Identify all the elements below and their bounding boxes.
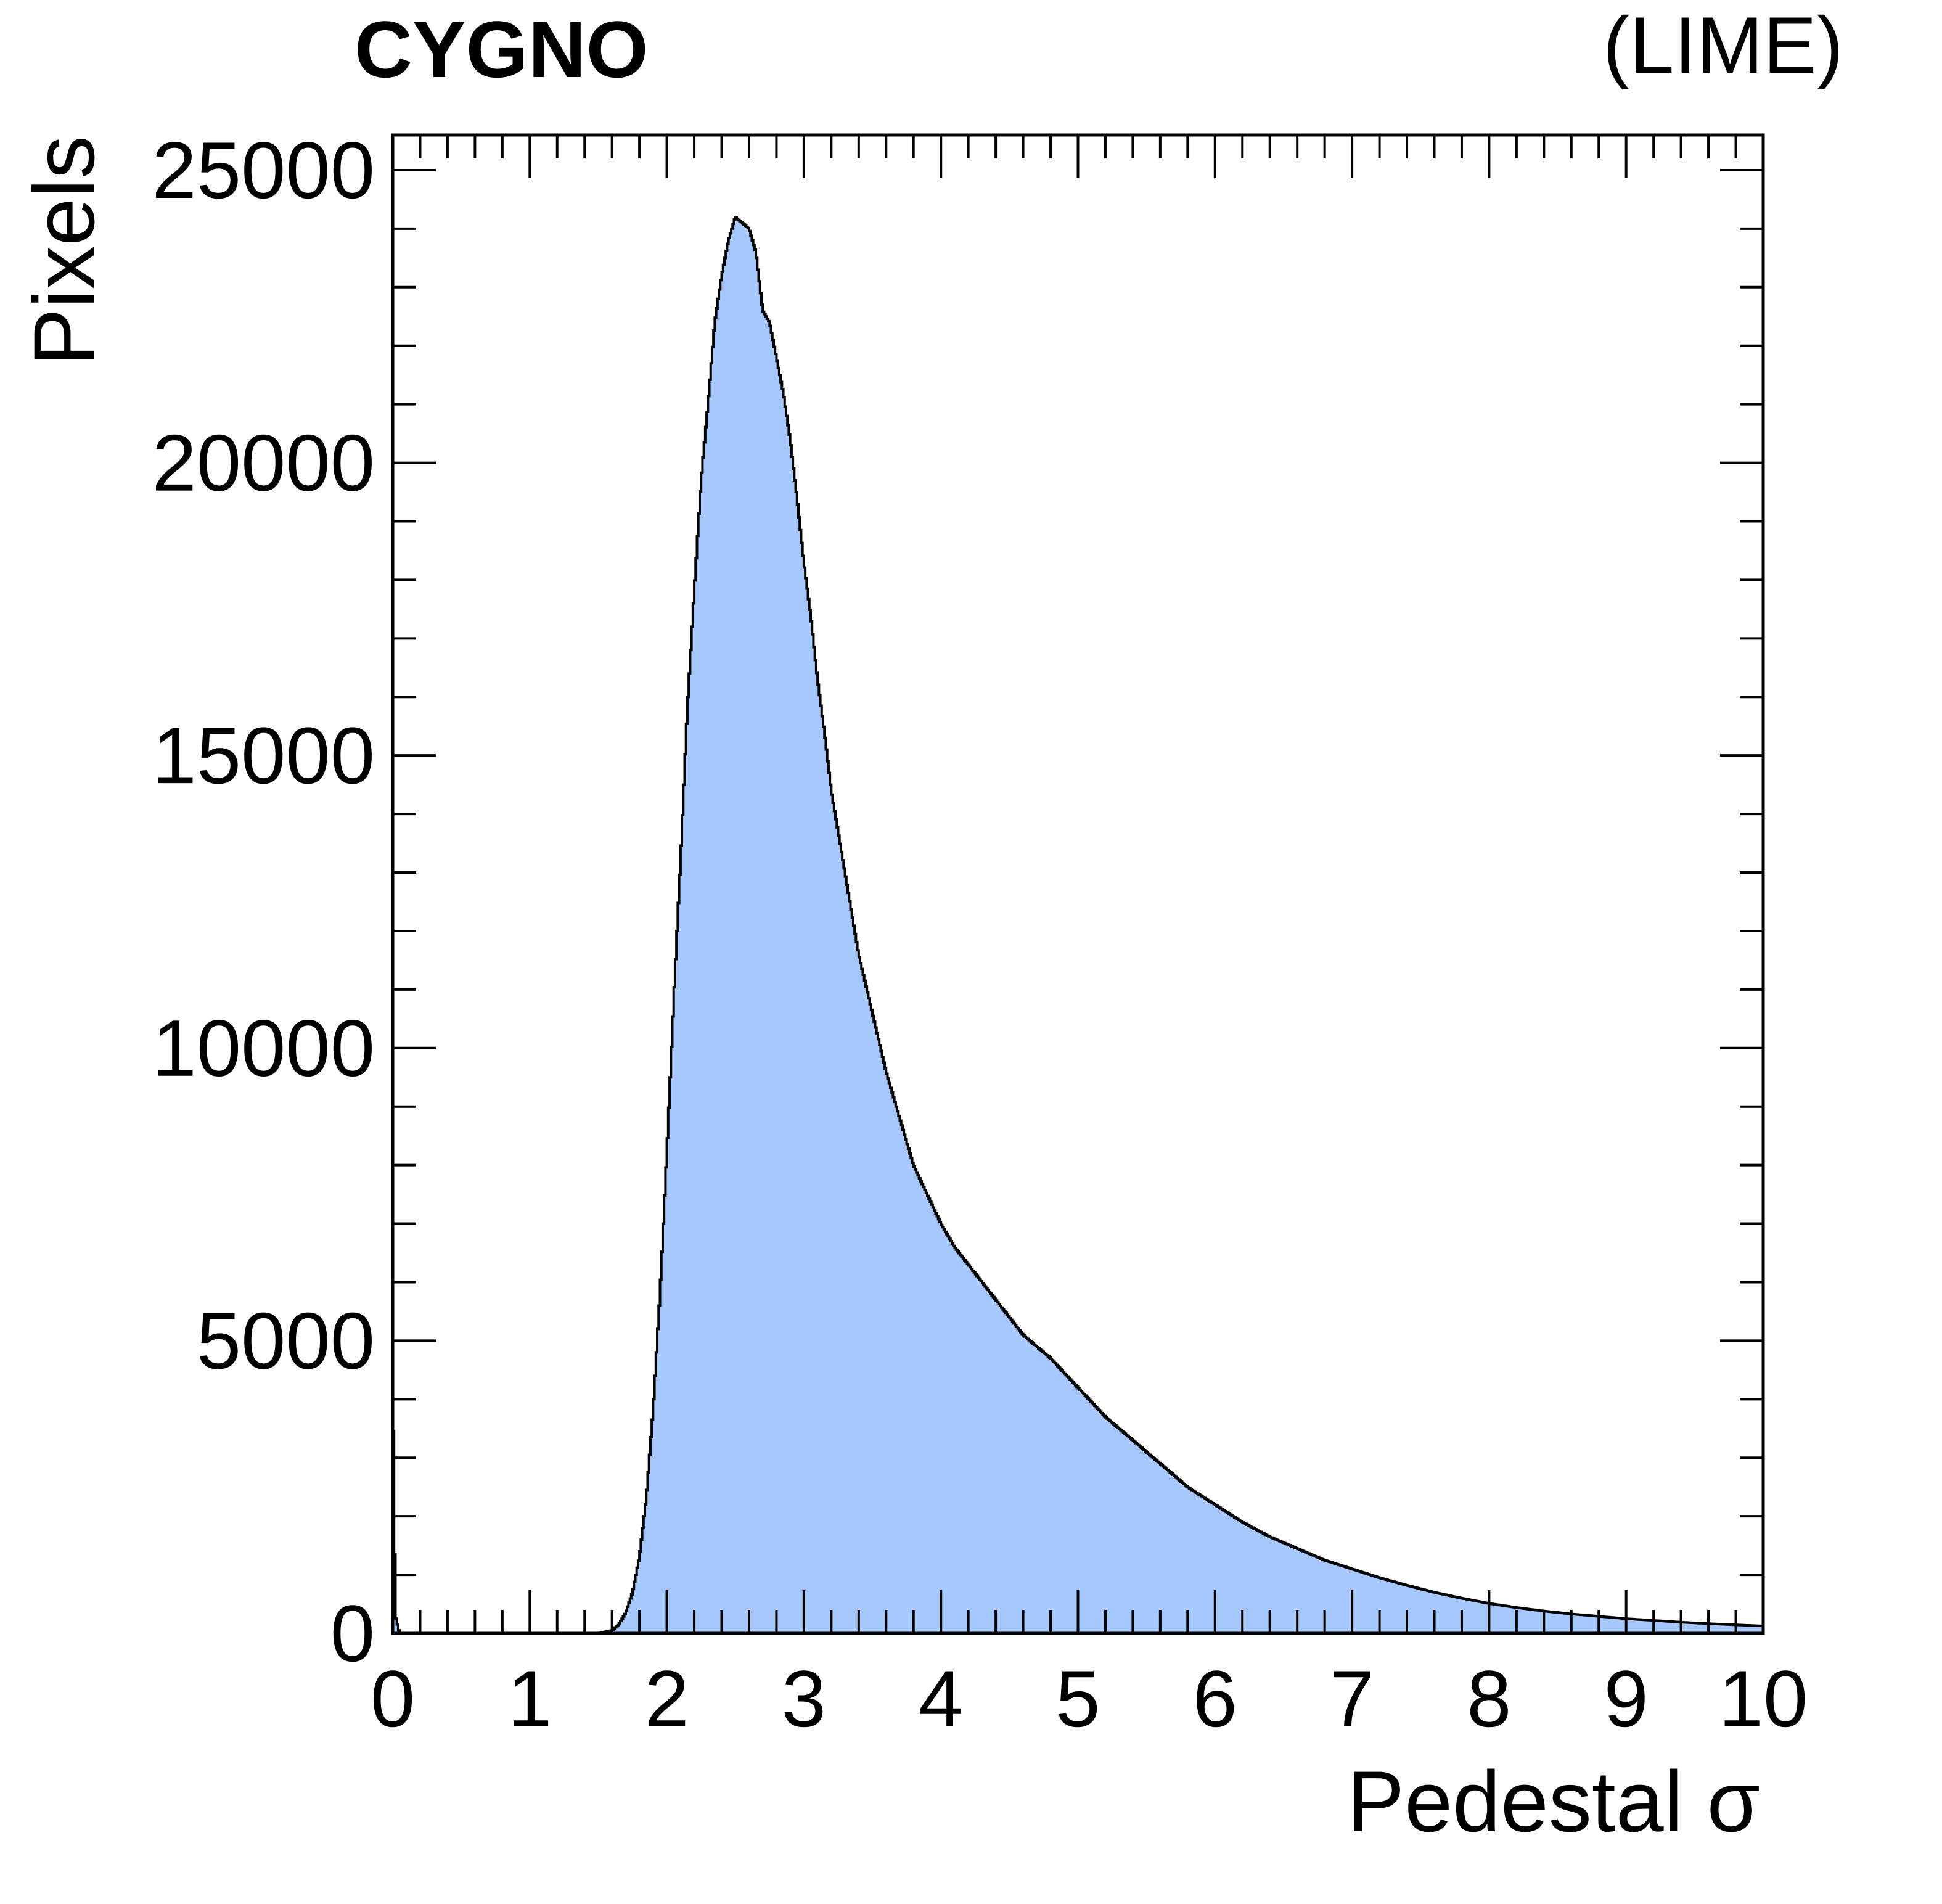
x-tick-label: 1: [507, 1654, 552, 1744]
y-tick-label: 25000: [152, 125, 375, 215]
x-tick-label: 10: [1719, 1654, 1808, 1744]
x-tick-label: 6: [1193, 1654, 1237, 1744]
y-axis-title: Pixels: [15, 136, 112, 366]
x-tick-label: 4: [919, 1654, 963, 1744]
x-tick-label: 3: [782, 1654, 826, 1744]
y-tick-label: 10000: [152, 1003, 375, 1093]
histogram-area: [391, 216, 1763, 1635]
y-tick-label: 15000: [152, 710, 375, 800]
histogram-line: [391, 216, 1763, 1635]
experiment-label: CYGNO: [354, 4, 649, 94]
histogram-fill: [393, 217, 1763, 1633]
x-tick-label: 7: [1330, 1654, 1374, 1744]
y-tick-label: 20000: [152, 418, 375, 508]
x-tick-label: 9: [1604, 1654, 1649, 1744]
plot-frame: [391, 133, 1765, 1635]
y-tick-label: 0: [330, 1588, 375, 1678]
x-tick-label: 8: [1467, 1654, 1511, 1744]
tick-labels: 0 1 2 3 4 5 6 7 8 9 10 0 5000 10000 15000 20000 25000: [152, 125, 1808, 1744]
detector-label: (LIME): [1603, 0, 1843, 90]
x-tick-label: 2: [644, 1654, 689, 1744]
x-tick-label: 0: [371, 1654, 415, 1744]
x-tick-label: 5: [1055, 1654, 1100, 1744]
x-axis-title: Pedestal σ: [1347, 1753, 1760, 1850]
y-tick-label: 5000: [197, 1295, 375, 1385]
